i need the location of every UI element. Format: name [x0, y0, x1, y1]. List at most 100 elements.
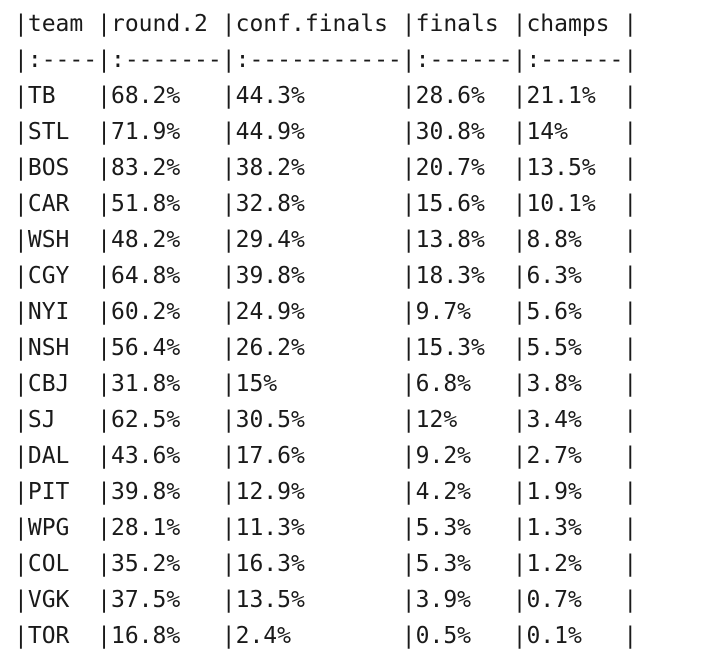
table-cell: 4.2% — [415, 479, 513, 505]
table-row: |CBJ |31.8% |15% |6.8% |3.8% | — [14, 366, 637, 402]
column-separator: | — [221, 191, 236, 217]
table-cell: 6.8% — [415, 371, 513, 397]
table-cell: 16.8% — [110, 623, 222, 649]
column-separator: | — [623, 299, 638, 325]
column-separator: | — [97, 11, 111, 37]
column-separator: | — [512, 227, 527, 253]
table-cell: 15.3% — [415, 335, 513, 361]
table-cell: 43.6% — [110, 443, 222, 469]
column-separator: | — [512, 335, 527, 361]
table-cell: 13.8% — [415, 227, 513, 253]
table-cell: 26.2% — [235, 335, 402, 361]
column-separator: | — [221, 443, 236, 469]
column-separator: | — [623, 119, 638, 145]
column-separator: | — [14, 407, 28, 433]
column-separator: | — [14, 119, 28, 145]
table-cell: 35.2% — [110, 551, 222, 577]
column-separator: | — [97, 371, 111, 397]
table-row: |SJ |62.5% |30.5% |12% |3.4% | — [14, 402, 637, 438]
column-separator: | — [512, 299, 527, 325]
table-cell: VGK — [27, 587, 98, 613]
column-separator: | — [623, 155, 638, 181]
table-cell: 0.5% — [415, 623, 513, 649]
table-row: |COL |35.2% |16.3% |5.3% |1.2% | — [14, 546, 637, 582]
column-separator: | — [14, 263, 28, 289]
table-row: |CGY |64.8% |39.8% |18.3% |6.3% | — [14, 258, 637, 294]
table-cell: 2.7% — [526, 443, 624, 469]
column-separator: | — [97, 479, 111, 505]
column-separator: | — [221, 299, 236, 325]
table-cell: 20.7% — [415, 155, 513, 181]
table-cell: :----------- — [235, 47, 402, 73]
column-separator: | — [401, 47, 416, 73]
column-separator: | — [623, 191, 638, 217]
column-separator: | — [221, 371, 236, 397]
column-separator: | — [14, 479, 28, 505]
column-separator: | — [401, 263, 416, 289]
table-cell: 5.6% — [526, 299, 624, 325]
table-cell: TOR — [27, 623, 98, 649]
column-separator: | — [512, 155, 527, 181]
column-separator: | — [97, 47, 111, 73]
table-cell: 18.3% — [415, 263, 513, 289]
table-separator-row: |:----|:-------|:-----------|:------|:--… — [14, 42, 637, 78]
column-separator: | — [512, 515, 527, 541]
table-row: |NYI |60.2% |24.9% |9.7% |5.6% | — [14, 294, 637, 330]
table-cell: conf.finals — [235, 11, 402, 37]
column-separator: | — [97, 155, 111, 181]
table-cell: finals — [415, 11, 513, 37]
table-cell: WSH — [27, 227, 98, 253]
table-cell: 15.6% — [415, 191, 513, 217]
table-cell: 32.8% — [235, 191, 402, 217]
table-cell: 0.7% — [526, 587, 624, 613]
column-separator: | — [97, 191, 111, 217]
table-cell: PIT — [27, 479, 98, 505]
table-row: |NSH |56.4% |26.2% |15.3% |5.5% | — [14, 330, 637, 366]
table-cell: 12.9% — [235, 479, 402, 505]
table-cell: 28.6% — [415, 83, 513, 109]
column-separator: | — [512, 407, 527, 433]
table-cell: 16.3% — [235, 551, 402, 577]
column-separator: | — [97, 335, 111, 361]
column-separator: | — [14, 155, 28, 181]
table-cell: BOS — [27, 155, 98, 181]
table-cell: 83.2% — [110, 155, 222, 181]
column-separator: | — [221, 623, 236, 649]
column-separator: | — [623, 515, 638, 541]
column-separator: | — [401, 155, 416, 181]
column-separator: | — [512, 623, 527, 649]
table-cell: 71.9% — [110, 119, 222, 145]
column-separator: | — [221, 47, 236, 73]
column-separator: | — [14, 47, 28, 73]
column-separator: | — [97, 623, 111, 649]
table-cell: 37.5% — [110, 587, 222, 613]
column-separator: | — [97, 407, 111, 433]
table-row: |WSH |48.2% |29.4% |13.8% |8.8% | — [14, 222, 637, 258]
table-row: |BOS |83.2% |38.2% |20.7% |13.5% | — [14, 150, 637, 186]
column-separator: | — [14, 11, 28, 37]
column-separator: | — [14, 83, 28, 109]
column-separator: | — [221, 83, 236, 109]
column-separator: | — [221, 11, 236, 37]
column-separator: | — [221, 119, 236, 145]
column-separator: | — [512, 83, 527, 109]
column-separator: | — [623, 227, 638, 253]
table-cell: 5.3% — [415, 551, 513, 577]
table-cell: 1.3% — [526, 515, 624, 541]
table-cell: 39.8% — [110, 479, 222, 505]
column-separator: | — [401, 11, 416, 37]
table-cell: 39.8% — [235, 263, 402, 289]
column-separator: | — [14, 371, 28, 397]
column-separator: | — [14, 443, 28, 469]
column-separator: | — [97, 587, 111, 613]
column-separator: | — [623, 263, 638, 289]
table-cell: NYI — [27, 299, 98, 325]
table-cell: 3.9% — [415, 587, 513, 613]
table-cell: :------ — [415, 47, 513, 73]
column-separator: | — [14, 227, 28, 253]
table-cell: 2.4% — [235, 623, 402, 649]
table-cell: 68.2% — [110, 83, 222, 109]
table-header-row: |team |round.2 |conf.finals |finals |cha… — [14, 6, 637, 42]
column-separator: | — [512, 443, 527, 469]
table-cell: 17.6% — [235, 443, 402, 469]
